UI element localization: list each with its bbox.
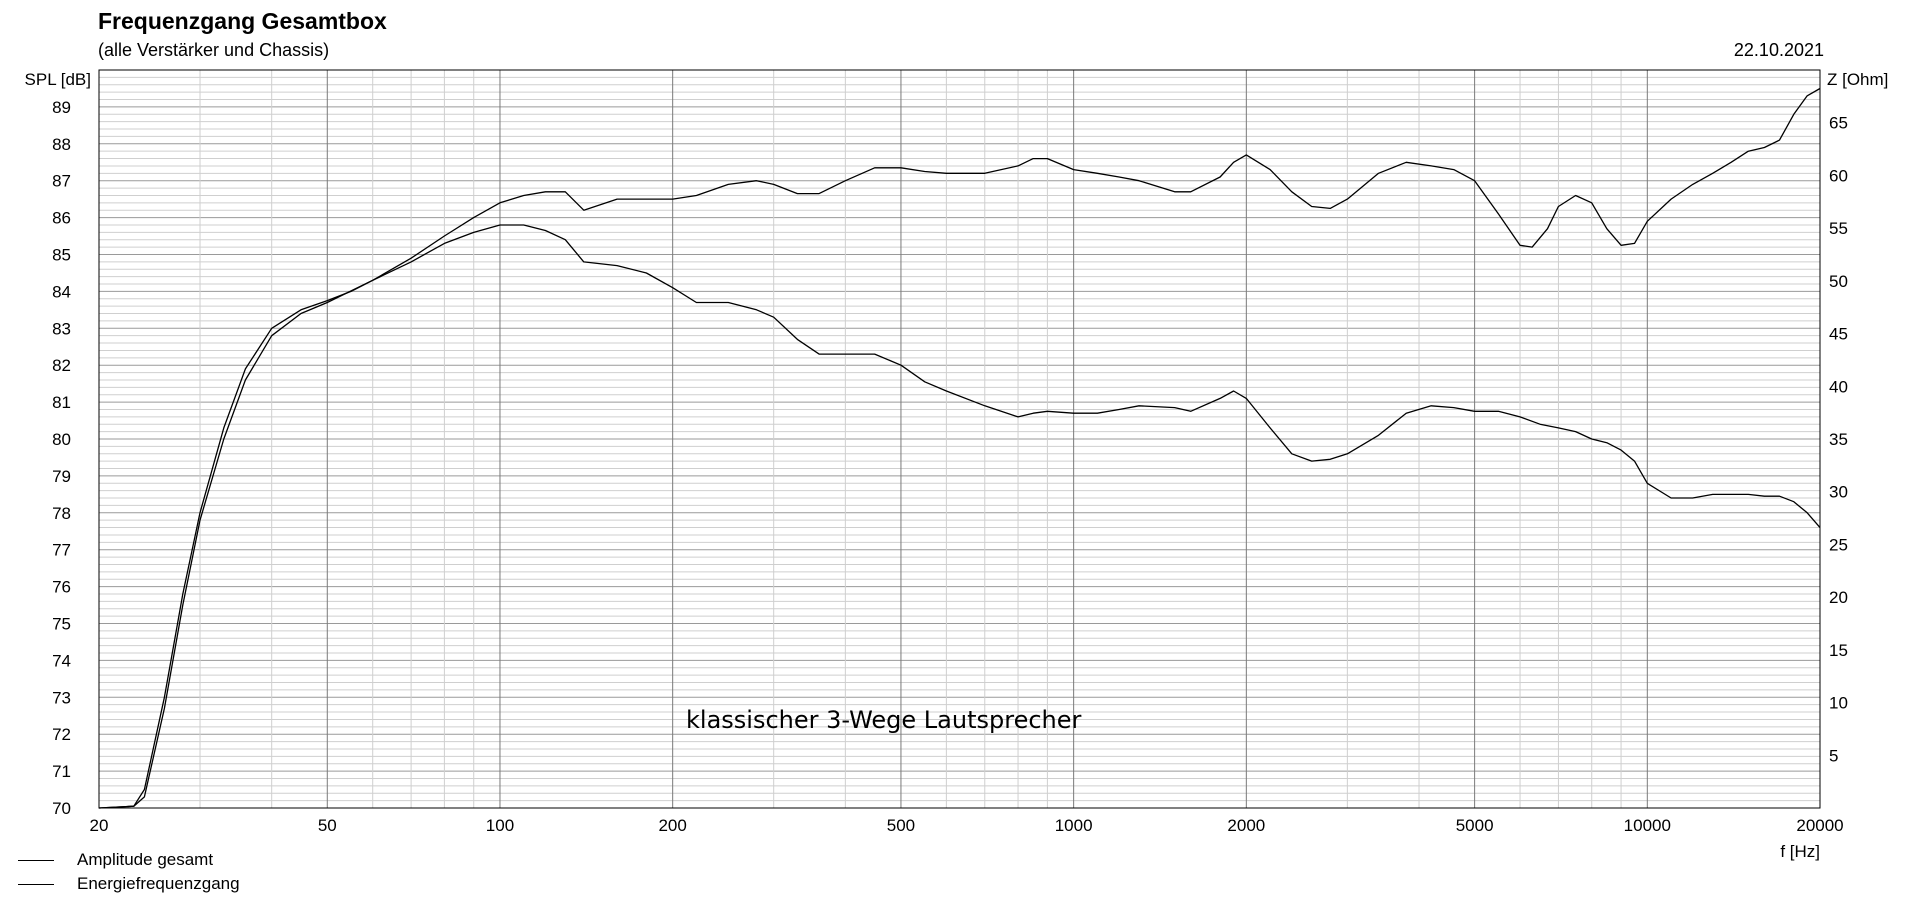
x-tick-label: 5000 bbox=[1456, 816, 1494, 835]
y2-tick-label: 40 bbox=[1829, 377, 1848, 396]
y2-tick-label: 25 bbox=[1829, 535, 1848, 554]
chart-date: 22.10.2021 bbox=[1733, 40, 1824, 60]
y2-tick-label: 60 bbox=[1829, 166, 1848, 185]
y-tick-label: 75 bbox=[52, 615, 71, 634]
x-tick-label: 10000 bbox=[1624, 816, 1671, 835]
y-tick-label: 83 bbox=[52, 319, 71, 338]
x-tick-label: 50 bbox=[318, 816, 337, 835]
y2-tick-label: 20 bbox=[1829, 588, 1848, 607]
y-tick-label: 79 bbox=[52, 467, 71, 486]
chart-grid bbox=[98, 69, 1821, 809]
legend-entry-energy: Energiefrequenzgang bbox=[18, 872, 240, 896]
y-tick-label: 86 bbox=[52, 209, 71, 228]
y2-tick-label: 65 bbox=[1829, 114, 1848, 133]
x-tick-label: 20000 bbox=[1796, 816, 1843, 835]
x-axis-label: f [Hz] bbox=[1780, 842, 1820, 861]
y-tick-label: 77 bbox=[52, 541, 71, 560]
legend-label: Energiefrequenzgang bbox=[77, 874, 240, 893]
y2-tick-label: 45 bbox=[1829, 325, 1848, 344]
y-tick-label: 73 bbox=[52, 688, 71, 707]
legend-line-swatch bbox=[18, 883, 54, 885]
y2-tick-label: 10 bbox=[1829, 694, 1848, 713]
axis-ticks: 70 71 72 73 74 75 76 77 78 79 80 81 82 83 84 85 86 87 88 89… bbox=[52, 98, 1848, 835]
y-tick-label: 82 bbox=[52, 356, 71, 375]
x-tick-label: 200 bbox=[658, 816, 686, 835]
y-tick-label: 72 bbox=[52, 725, 71, 744]
chart-legend: Amplitude gesamt Energiefrequenzgang bbox=[18, 848, 240, 896]
chart-subtitle: (alle Verstärker und Chassis) bbox=[98, 40, 330, 60]
y-tick-label: 80 bbox=[52, 430, 71, 449]
y-tick-label: 87 bbox=[52, 172, 71, 191]
y2-tick-label: 15 bbox=[1829, 641, 1848, 660]
chart-series bbox=[98, 87, 1821, 809]
y2-tick-label: 5 bbox=[1829, 746, 1838, 765]
y-tick-label: 70 bbox=[52, 799, 71, 818]
y2-axis-label: Z [Ohm] bbox=[1827, 70, 1888, 89]
x-tick-label: 1000 bbox=[1055, 816, 1093, 835]
x-tick-label: 20 bbox=[90, 816, 109, 835]
chart-annotation: klassischer 3-Wege Lautsprecher bbox=[686, 706, 1082, 734]
series-line-energy bbox=[98, 224, 1821, 809]
y-tick-label: 89 bbox=[52, 98, 71, 117]
legend-label: Amplitude gesamt bbox=[77, 850, 214, 869]
x-tick-label: 100 bbox=[486, 816, 514, 835]
y-tick-label: 84 bbox=[52, 282, 71, 301]
y2-tick-label: 30 bbox=[1829, 483, 1848, 502]
y-tick-label: 74 bbox=[52, 651, 71, 670]
legend-line-swatch bbox=[18, 859, 54, 861]
chart-title: Frequenzgang Gesamtbox bbox=[98, 8, 387, 34]
y-tick-label: 85 bbox=[52, 246, 71, 265]
x-tick-label: 500 bbox=[887, 816, 915, 835]
y2-tick-label: 50 bbox=[1829, 272, 1848, 291]
y2-tick-label: 35 bbox=[1829, 430, 1848, 449]
x-tick-label: 2000 bbox=[1227, 816, 1265, 835]
y-axis-label: SPL [dB] bbox=[25, 70, 91, 89]
y-tick-label: 88 bbox=[52, 135, 71, 154]
y-tick-label: 71 bbox=[52, 762, 71, 781]
plot-frame bbox=[98, 69, 1821, 809]
y2-tick-label: 55 bbox=[1829, 219, 1848, 238]
y-tick-label: 78 bbox=[52, 504, 71, 523]
y-tick-label: 76 bbox=[52, 578, 71, 597]
legend-entry-amplitude: Amplitude gesamt bbox=[18, 848, 240, 872]
y-tick-label: 81 bbox=[52, 393, 71, 412]
series-line-amplitude bbox=[98, 87, 1821, 809]
